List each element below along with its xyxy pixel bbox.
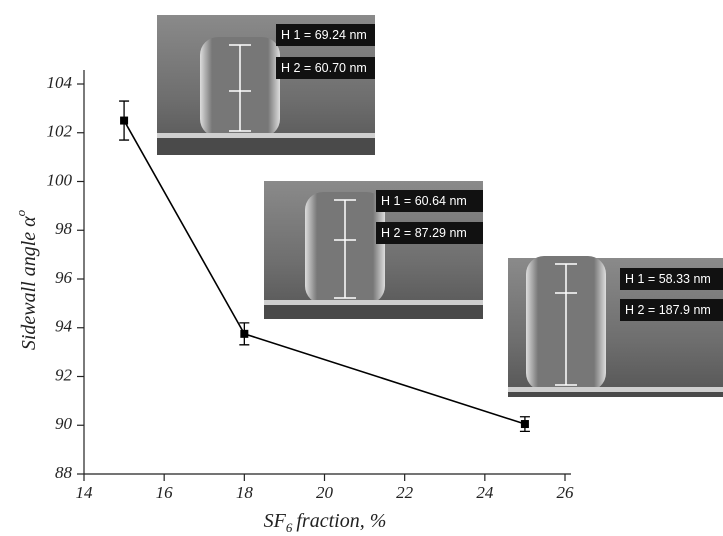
inset-base <box>157 133 375 138</box>
data-point <box>520 420 529 429</box>
y-tick-label: 104 <box>47 73 73 92</box>
inset-label-box <box>376 222 483 244</box>
x-axis-label: SF6 fraction, % <box>264 510 387 535</box>
y-tick-label: 90 <box>55 414 73 433</box>
inset-image: H 1 = 58.33 nm H 2 = 187.9 nm <box>508 256 723 397</box>
data-point <box>240 329 249 338</box>
inset-label-box <box>276 24 375 46</box>
inset-label: H 1 = 69.24 nm <box>281 28 367 42</box>
y-tick-label: 88 <box>55 463 73 482</box>
inset-label-box <box>620 299 723 321</box>
y-tick-label: 98 <box>55 219 73 238</box>
measure-line <box>334 199 356 299</box>
x-tick-label: 20 <box>316 483 334 502</box>
x-tick-label: 16 <box>156 483 174 502</box>
data-point <box>120 116 129 125</box>
measure-line <box>555 263 577 386</box>
inset-base <box>508 387 723 392</box>
y-tick-label: 100 <box>47 170 73 189</box>
measure-line <box>229 44 251 132</box>
y-tick-label: 94 <box>55 317 73 336</box>
x-tick-label: 24 <box>476 483 494 502</box>
inset-label-box <box>376 190 483 212</box>
inset-label: H 2 = 60.70 nm <box>281 61 367 75</box>
x-tick-label: 22 <box>396 483 414 502</box>
inset-substrate <box>264 305 483 319</box>
inset-label: H 1 = 60.64 nm <box>381 194 467 208</box>
y-tick-label: 102 <box>47 122 73 141</box>
x-tick-label: 18 <box>236 483 254 502</box>
y-axis-label: Sidewall angle αo <box>13 209 40 350</box>
inset-image: H 1 = 69.24 nm H 2 = 60.70 nm <box>157 15 375 155</box>
inset-image: H 1 = 60.64 nm H 2 = 87.29 nm <box>264 181 483 319</box>
y-tick-label: 96 <box>55 268 73 287</box>
inset-label: H 2 = 187.9 nm <box>625 303 711 317</box>
inset-substrate <box>508 392 723 397</box>
inset-label-box <box>620 268 723 290</box>
inset-label-box <box>276 57 375 79</box>
inset-substrate <box>157 138 375 155</box>
x-tick-label: 14 <box>76 483 94 502</box>
inset-base <box>264 300 483 305</box>
inset-label: H 2 = 87.29 nm <box>381 226 467 240</box>
x-tick-label: 26 <box>557 483 575 502</box>
y-tick-label: 92 <box>55 365 73 384</box>
inset-label: H 1 = 58.33 nm <box>625 272 711 286</box>
